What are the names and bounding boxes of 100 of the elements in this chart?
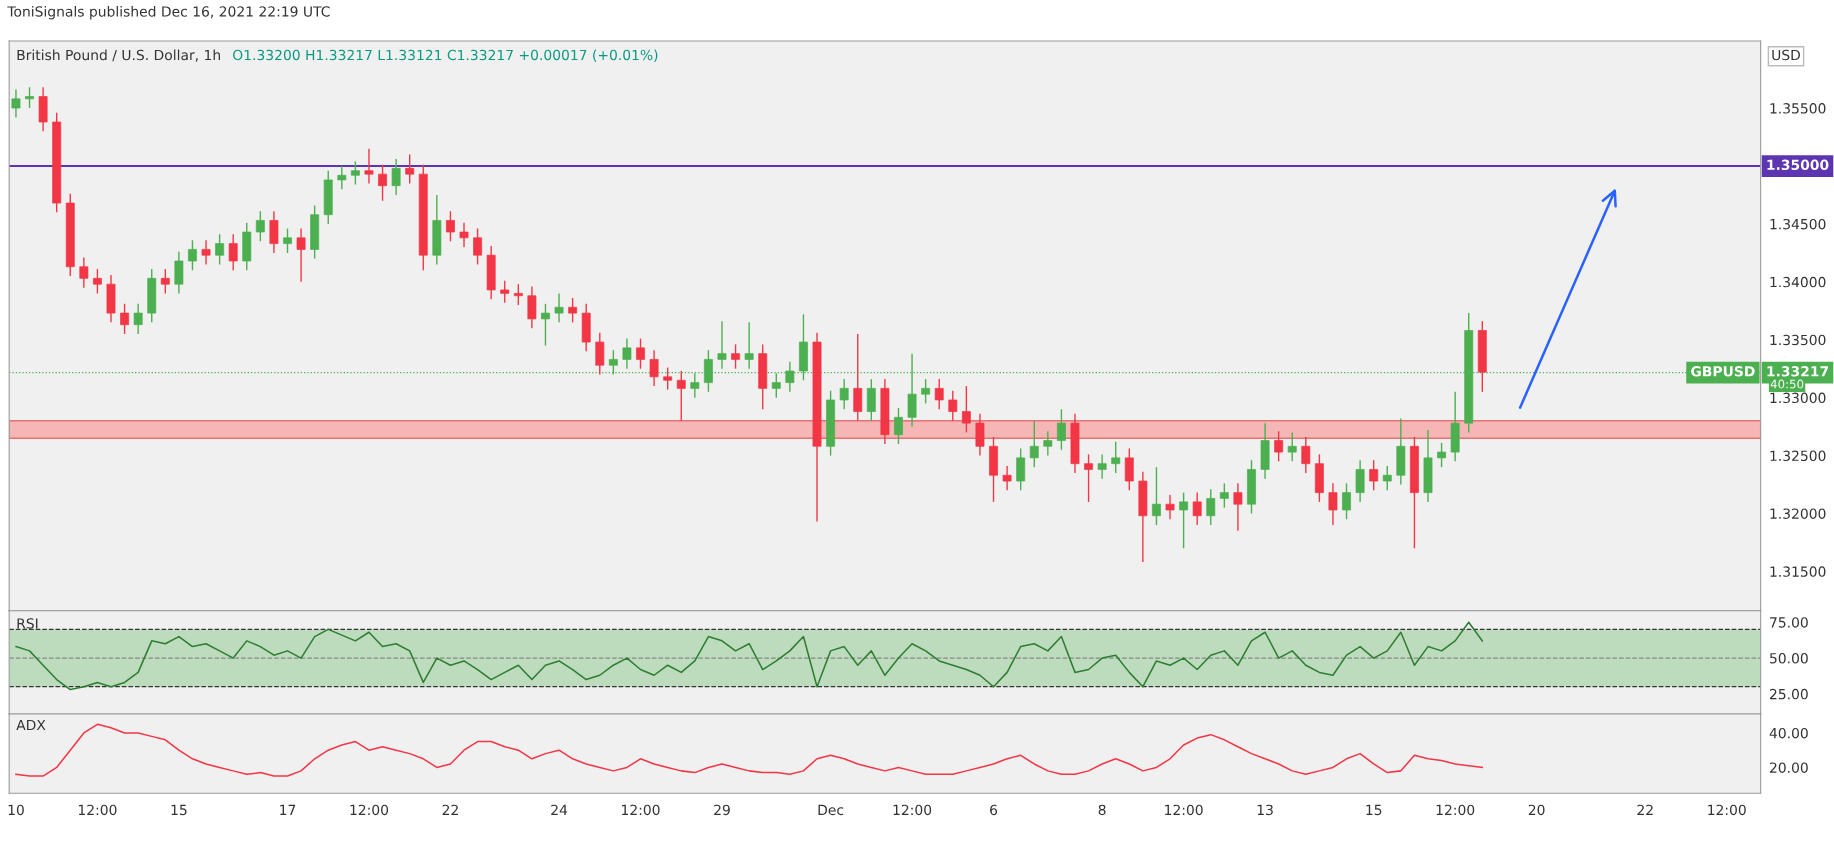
- candlestick: [744, 321, 754, 370]
- x-tick-label: 12:00: [622, 804, 660, 816]
- candlestick: [839, 378, 849, 410]
- y-tick-label: 40.00: [1769, 727, 1808, 739]
- candlestick: [1165, 494, 1175, 520]
- candlestick: [1124, 447, 1134, 491]
- candlestick: [1287, 431, 1297, 463]
- candlestick: [1029, 420, 1039, 468]
- candlestick: [120, 303, 129, 335]
- x-tick-label: 10: [8, 804, 24, 816]
- candlestick: [283, 227, 292, 254]
- x-tick-label: 12:00: [78, 804, 117, 816]
- candlestick: [25, 86, 34, 109]
- candlestick: [1355, 459, 1365, 503]
- candlestick: [636, 337, 645, 370]
- candlestick: [215, 233, 225, 266]
- candlestick: [934, 378, 944, 410]
- candlestick: [160, 268, 170, 295]
- x-tick-label: 17: [280, 804, 296, 815]
- candlestick: [378, 164, 387, 202]
- x-tick-label: Dec: [818, 804, 844, 816]
- y-tick-label: 75.00: [1770, 617, 1808, 628]
- candlestick: [961, 385, 971, 434]
- candlestick: [853, 333, 863, 422]
- candlestick: [296, 227, 306, 283]
- candlestick: [1301, 436, 1311, 474]
- x-tick-label: 12:00: [1436, 804, 1475, 816]
- candlestick: [201, 239, 211, 266]
- text: ToniSignals published Dec 16, 2021 22:19 UTC: [7, 5, 330, 20]
- candlestick: [405, 153, 415, 185]
- y-tick-label: 1.32500: [1770, 450, 1826, 462]
- candlestick: [1056, 408, 1066, 451]
- x-tick-label: 6: [990, 804, 998, 816]
- candlestick: [255, 210, 265, 242]
- candlestick: [391, 158, 401, 196]
- candlestick: [554, 292, 564, 324]
- candlestick: [350, 160, 360, 186]
- y-tick-label: 20.00: [1769, 762, 1808, 773]
- x-tick-label: 24: [551, 804, 568, 815]
- chart-title: RSI: [17, 618, 38, 629]
- candlestick: [446, 210, 455, 242]
- candlestick: [228, 233, 238, 271]
- candlestick: [527, 285, 537, 329]
- text: 40:50: [1770, 379, 1804, 389]
- ref-line-label: 1.35000: [1767, 159, 1829, 171]
- y-tick-label: 1.31500: [1770, 566, 1826, 577]
- y-tick-label: 1.34000: [1770, 276, 1826, 288]
- candlestick: [1043, 430, 1053, 457]
- candlestick: [1179, 491, 1189, 549]
- x-tick-label: 12:00: [350, 804, 389, 816]
- text: O1.33200 H1.33217 L1.33121 C1.33217 +0.00017 (+0.01%): [233, 49, 658, 62]
- candlestick: [1002, 465, 1012, 491]
- x-tick-label: 8: [1098, 804, 1106, 816]
- candlestick: [93, 268, 102, 295]
- candlestick: [364, 147, 374, 185]
- x-tick-label: 29: [714, 804, 730, 816]
- candlestick: [676, 370, 686, 422]
- candlestick: [1206, 488, 1216, 526]
- y-tick-label: 25.00: [1769, 688, 1808, 700]
- text: USD: [1772, 49, 1800, 61]
- candlestick: [174, 251, 184, 295]
- candlestick: [1233, 482, 1243, 532]
- x-tick-label: 13: [1257, 804, 1273, 816]
- x-tick-label: 15: [171, 804, 187, 816]
- candlestick: [649, 349, 659, 387]
- x-tick-label: 22: [442, 804, 458, 815]
- x-tick-label: 20: [1528, 804, 1545, 816]
- candlestick: [663, 366, 673, 391]
- chart-title: ADX: [16, 719, 46, 731]
- candlestick: [541, 303, 550, 347]
- y-tick-label: 1.35500: [1770, 103, 1826, 114]
- candlestick: [1084, 453, 1093, 503]
- candlestick: [1192, 491, 1202, 526]
- annotation: GBPUSD: [1691, 366, 1755, 377]
- candlestick: [1437, 442, 1446, 468]
- candlestick: [717, 320, 727, 370]
- candlestick: [513, 283, 523, 306]
- candlestick: [1152, 466, 1161, 526]
- candlestick: [1016, 447, 1026, 491]
- candlestick: [337, 165, 347, 190]
- candlestick: [975, 413, 985, 457]
- x-tick-label: 12:00: [1165, 804, 1203, 816]
- candlestick: [1097, 453, 1107, 480]
- y-tick-label: 1.33000: [1770, 392, 1826, 404]
- candlestick: [500, 279, 510, 304]
- candlestick: [1274, 430, 1284, 463]
- candlestick: [11, 88, 21, 119]
- candlestick: [1111, 440, 1121, 474]
- x-tick-label: 15: [1366, 804, 1382, 816]
- candlestick: [1382, 465, 1392, 491]
- ref-line-label: 1.33217: [1767, 366, 1829, 377]
- candlestick: [894, 407, 903, 445]
- candlestick: [622, 337, 632, 370]
- candlestick: [79, 256, 89, 289]
- y-tick-label: 50.00: [1770, 653, 1808, 664]
- candlestick: [921, 378, 931, 405]
- candlestick: [188, 239, 197, 271]
- candlestick: [1342, 482, 1351, 520]
- candlestick: [269, 210, 279, 254]
- candlestick: [568, 297, 578, 324]
